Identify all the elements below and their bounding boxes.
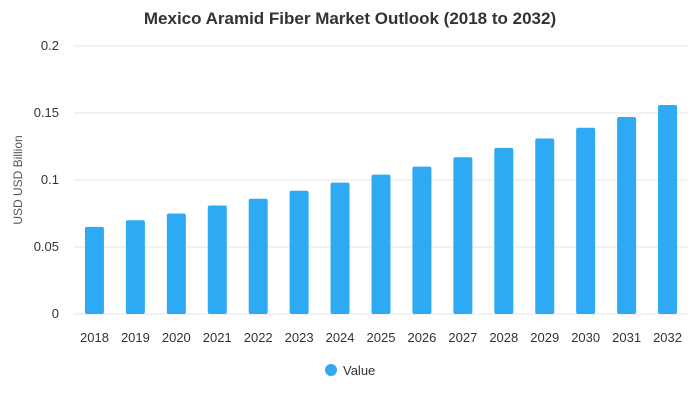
bar-2029[interactable] xyxy=(535,138,555,314)
x-tick-label: 2027 xyxy=(448,330,477,345)
x-tick-label: 2020 xyxy=(162,330,191,345)
y-tick-label: 0.15 xyxy=(34,105,59,120)
bar-2021[interactable] xyxy=(207,205,227,314)
bar-2025[interactable] xyxy=(371,174,391,314)
chart-title: Mexico Aramid Fiber Market Outlook (2018… xyxy=(144,9,556,28)
x-tick-label: 2032 xyxy=(653,330,682,345)
legend-marker xyxy=(325,364,337,376)
x-tick-label: 2025 xyxy=(367,330,396,345)
y-axis-label: USD USD Billion xyxy=(11,135,25,224)
x-tick-label: 2023 xyxy=(285,330,314,345)
x-tick-label: 2021 xyxy=(203,330,232,345)
x-tick-label: 2024 xyxy=(326,330,355,345)
bar-2030[interactable] xyxy=(576,127,596,315)
y-tick-labels: 0 0.05 0.1 0.15 0.2 xyxy=(34,38,59,321)
x-tick-label: 2031 xyxy=(612,330,641,345)
x-tick-label: 2019 xyxy=(121,330,150,345)
bar-2019[interactable] xyxy=(125,220,145,314)
legend[interactable]: Value xyxy=(325,363,375,378)
x-tick-label: 2029 xyxy=(530,330,559,345)
bar-2024[interactable] xyxy=(330,182,350,314)
y-tick-label: 0.2 xyxy=(41,38,59,53)
legend-label-value: Value xyxy=(343,363,375,378)
y-tick-label: 0.1 xyxy=(41,172,59,187)
x-tick-label: 2028 xyxy=(489,330,518,345)
y-tick-label: 0.05 xyxy=(34,239,59,254)
bar-2022[interactable] xyxy=(248,198,268,314)
x-tick-label: 2026 xyxy=(407,330,436,345)
bars xyxy=(84,104,678,315)
bar-2018[interactable] xyxy=(84,226,104,314)
x-tick-label: 2030 xyxy=(571,330,600,345)
y-tick-label: 0 xyxy=(52,306,59,321)
bar-2026[interactable] xyxy=(412,166,432,314)
x-tick-label: 2018 xyxy=(80,330,109,345)
bar-2027[interactable] xyxy=(453,157,473,314)
bar-2023[interactable] xyxy=(289,190,309,314)
bar-2031[interactable] xyxy=(617,117,637,315)
bar-2020[interactable] xyxy=(166,213,186,315)
bar-2032[interactable] xyxy=(658,104,678,315)
x-tick-label: 2022 xyxy=(244,330,273,345)
x-tick-labels: 2018 2019 2020 2021 2022 2023 2024 2025 2026 2027… xyxy=(80,330,682,345)
bar-2028[interactable] xyxy=(494,147,514,314)
